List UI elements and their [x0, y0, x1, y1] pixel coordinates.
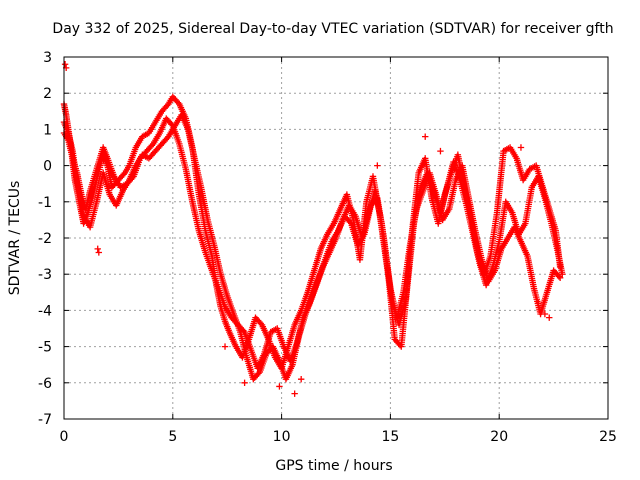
data-points — [60, 61, 566, 397]
data-point-outliers-12 — [517, 144, 525, 151]
plot-frame — [63, 56, 609, 420]
data-point-outliers-7 — [291, 390, 298, 397]
x-tick-label: 20 — [490, 429, 508, 445]
y-tick-label: 2 — [43, 86, 52, 102]
x-tick-label: 15 — [381, 429, 399, 445]
x-tick-label: 25 — [599, 429, 617, 445]
y-axis-label: SDTVAR / TECUs — [7, 181, 23, 296]
y-tick-label: 3 — [43, 50, 52, 66]
data-point-outliers-8 — [297, 375, 305, 383]
series-outliers — [61, 61, 553, 397]
data-point-track-3-30-4 — [255, 370, 262, 377]
data-point-track-2-16-4 — [148, 142, 156, 149]
series-track-3 — [60, 111, 564, 383]
data-point-outliers-14 — [541, 310, 549, 318]
chart-title: Day 332 of 2025, Sidereal Day-to-day VTE… — [52, 21, 613, 37]
data-point-outliers-3 — [95, 249, 103, 256]
data-point-outliers-2 — [94, 245, 101, 253]
data-point-track-1-21-4 — [174, 99, 182, 106]
data-point-track-1-12-4 — [120, 171, 127, 178]
x-axis-label: GPS time / hours — [275, 458, 392, 474]
grid-lines — [64, 57, 608, 419]
y-tick-label: -1 — [38, 195, 52, 211]
x-tick-label: 0 — [60, 429, 69, 445]
data-point-track-2-80 — [559, 271, 566, 278]
data-point-outliers-10 — [422, 133, 429, 140]
data-point-outliers-0 — [61, 61, 69, 68]
x-tick-label: 5 — [168, 429, 177, 445]
data-point-track-3-76-4 — [555, 273, 563, 280]
data-point-track-3-16-4 — [163, 134, 171, 142]
data-point-outliers-11 — [437, 147, 444, 155]
y-tick-label: -3 — [38, 267, 52, 283]
y-tick-label: 0 — [43, 159, 52, 175]
y-tick-label: -7 — [38, 412, 52, 428]
axis-ticks: 0 5 10 15 20 25 -7 -6 -5 -4 -3 -2 -1 0 1 2 3 — [38, 50, 617, 445]
x-tick-label: 10 — [273, 429, 291, 445]
data-point-outliers-6 — [276, 383, 283, 390]
y-tick-label: -5 — [38, 340, 52, 356]
data-point-track-1-19-4 — [163, 102, 171, 109]
y-tick-label: 1 — [43, 122, 52, 138]
data-point-track-1-35-4 — [257, 320, 264, 327]
series-track-1 — [60, 93, 564, 372]
data-point-track-3-44-4 — [346, 218, 354, 226]
data-point-outliers-15 — [546, 314, 553, 321]
data-point-outliers-4 — [221, 343, 229, 350]
y-tick-label: -6 — [38, 376, 52, 392]
data-point-track-3-77 — [556, 274, 564, 282]
y-tick-label: -4 — [38, 303, 52, 319]
data-point-outliers-13 — [535, 299, 542, 307]
y-tick-label: -2 — [38, 231, 52, 247]
data-point-outliers-9 — [374, 162, 381, 169]
data-point-outliers-5 — [241, 379, 248, 386]
